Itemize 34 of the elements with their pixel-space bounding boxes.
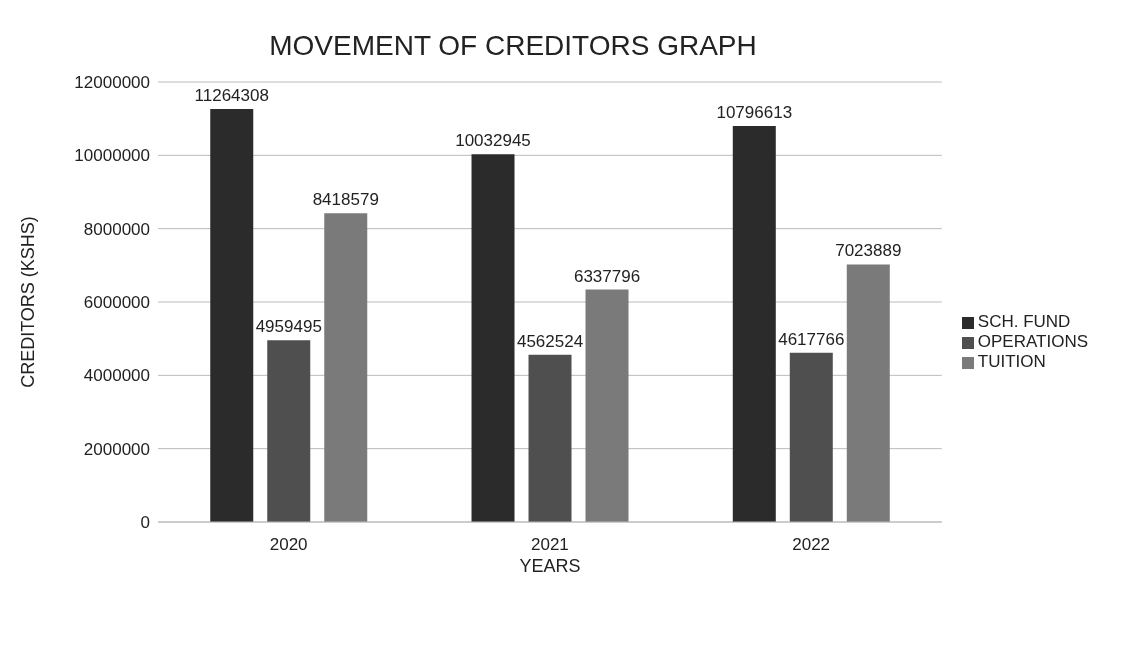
data-label: 8418579 bbox=[312, 190, 379, 210]
data-label: 6337796 bbox=[573, 266, 641, 286]
y-tick-label: 12000000 bbox=[74, 73, 150, 93]
y-tick-label: 10000000 bbox=[74, 146, 150, 166]
y-tick-label: 6000000 bbox=[83, 293, 150, 313]
y-tick-label: 2000000 bbox=[83, 439, 150, 459]
data-label: 7023889 bbox=[835, 241, 902, 261]
y-tick-label: 8000000 bbox=[83, 219, 150, 239]
y-tick-label: 0 bbox=[140, 513, 150, 533]
x-tick-label: 2021 bbox=[530, 535, 569, 555]
y-axis-title: CREDITORS (KSHS) bbox=[18, 216, 39, 388]
data-label: 4562524 bbox=[516, 331, 584, 351]
data-label: 4617766 bbox=[778, 329, 845, 349]
bar bbox=[732, 126, 776, 522]
data-label: 11264308 bbox=[194, 85, 269, 105]
bar bbox=[267, 340, 311, 522]
x-tick-label: 2020 bbox=[269, 535, 308, 555]
bar bbox=[210, 108, 254, 522]
bar bbox=[846, 264, 890, 522]
data-label: 10032945 bbox=[455, 131, 531, 151]
x-tick-label: 2022 bbox=[792, 535, 831, 555]
data-label: 4959495 bbox=[255, 317, 322, 337]
y-tick-label: 4000000 bbox=[83, 366, 150, 386]
chart-title: MOVEMENT OF CREDITORS GRAPH bbox=[268, 30, 758, 62]
bar bbox=[585, 289, 629, 522]
legend-label: TUITION bbox=[977, 352, 1046, 371]
x-axis-title: YEARS bbox=[519, 556, 581, 576]
data-label: 10796613 bbox=[716, 103, 793, 123]
legend-label: SCH. FUND bbox=[977, 312, 1071, 331]
bar bbox=[528, 354, 572, 522]
bar bbox=[324, 213, 368, 522]
bar bbox=[471, 154, 515, 522]
bar bbox=[789, 352, 833, 522]
legend-label: OPERATIONS bbox=[977, 332, 1088, 351]
